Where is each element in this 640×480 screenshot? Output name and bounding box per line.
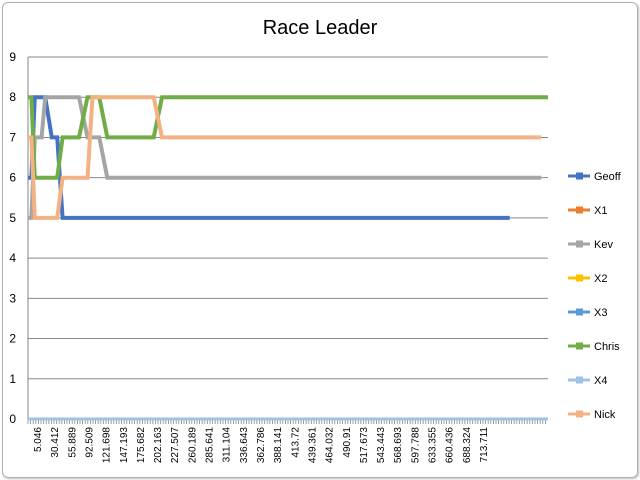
legend-marker-x1	[576, 206, 583, 214]
y-tick-label: 3	[9, 291, 16, 305]
y-tick-label: 2	[9, 332, 16, 346]
chart-title: Race Leader	[263, 17, 378, 39]
y-tick-label: 5	[9, 211, 16, 225]
y-tick-label: 4	[9, 251, 16, 265]
gridlines	[27, 56, 548, 420]
legend-label-x3: X3	[594, 307, 607, 319]
x-tick-label: 597.788	[410, 427, 421, 464]
legend-marker-x3	[576, 308, 583, 316]
legend-label-x2: X2	[594, 273, 607, 285]
x-tick-label: 688.324	[462, 427, 473, 464]
legend-marker-x2	[576, 274, 583, 282]
x-tick-label: 413.72	[290, 427, 301, 458]
legend-marker-chris	[576, 342, 583, 350]
x-tick-label: 568.693	[393, 427, 404, 464]
series-lines	[28, 95, 548, 421]
x-tick-label: 464.032	[325, 427, 336, 464]
legend-marker-kev	[576, 240, 583, 248]
series-line-geoff	[28, 95, 510, 220]
legend-label-kev: Kev	[594, 239, 613, 251]
x-tick-label: 362.786	[256, 427, 267, 464]
x-tick-label: 336.643	[239, 427, 250, 464]
legend-marker-geoff	[576, 172, 583, 180]
y-tick-label: 7	[9, 130, 16, 144]
x-tick-label: 285.641	[205, 427, 216, 464]
x-tick-label: 543.443	[376, 427, 387, 464]
legend-label-geoff: Geoff	[594, 171, 622, 183]
x-tick-label: 260.189	[187, 427, 198, 464]
x-tick-label: 439.361	[307, 427, 318, 464]
y-tick-label: 6	[9, 171, 16, 185]
x-tick-label: 633.355	[428, 427, 439, 464]
legend-label-chris: Chris	[594, 341, 620, 353]
x-tick-label: 227.507	[170, 427, 181, 464]
x-axis: 5.046 30.412 55.889 92.509 121.698 147.193 175…	[27, 419, 546, 464]
x-tick-label: 5.046	[33, 427, 44, 452]
legend: Geoff X1 Kev X2 X3 Chris X4 Nick	[568, 171, 622, 421]
legend-marker-nick	[576, 410, 583, 418]
series-line-kev	[28, 95, 542, 220]
y-tick-label: 9	[9, 50, 16, 64]
legend-marker-x4	[576, 376, 583, 384]
legend-label-x4: X4	[594, 375, 607, 387]
y-tick-label: 0	[9, 412, 16, 426]
x-tick-label: 311.104	[222, 427, 233, 463]
x-tick-label: 517.673	[359, 427, 370, 464]
legend-label-nick: Nick	[594, 409, 616, 421]
x-tick-label: 660.436	[445, 427, 456, 464]
x-tick-label: 55.889	[67, 427, 78, 458]
x-tick-label: 713.711	[479, 427, 490, 463]
x-tick-label: 147.193	[119, 427, 130, 464]
series-line-nick	[28, 95, 542, 220]
x-tick-label: 202.163	[153, 427, 164, 464]
x-tick-label: 490.91	[342, 427, 353, 458]
x-tick-label: 388.141	[273, 427, 284, 464]
y-tick-label: 1	[9, 372, 16, 386]
y-axis-ticks: 0 1 2 3 4 5 6 7 8 9	[9, 50, 16, 426]
legend-label-x1: X1	[594, 205, 607, 217]
x-tick-label: 121.698	[102, 427, 113, 464]
x-tick-label: 92.509	[84, 427, 95, 458]
x-tick-label: 30.412	[50, 427, 61, 458]
y-tick-label: 8	[9, 90, 16, 104]
series-line-chris	[28, 95, 548, 180]
x-tick-label: 175.682	[136, 427, 147, 464]
